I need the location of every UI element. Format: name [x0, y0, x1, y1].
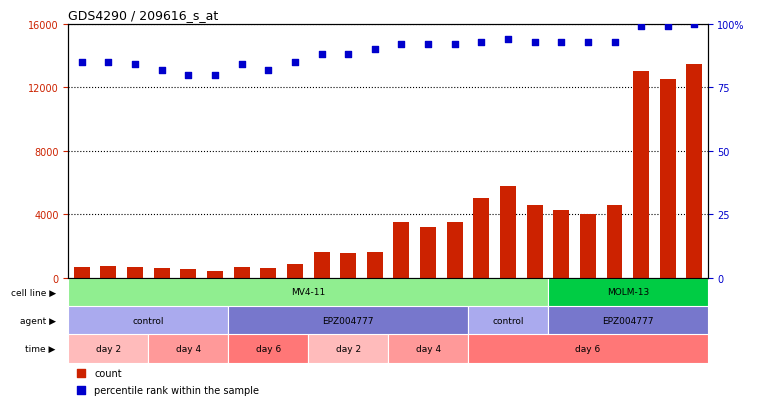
Bar: [420, 228, 436, 278]
Bar: [447, 223, 463, 278]
Bar: [548, 306, 708, 335]
Point: [502, 37, 514, 43]
Bar: [68, 335, 148, 363]
Text: day 2: day 2: [336, 344, 361, 353]
Point: [342, 52, 354, 59]
Text: day 4: day 4: [176, 344, 201, 353]
Bar: [180, 270, 196, 278]
Text: EPZ004777: EPZ004777: [323, 316, 374, 325]
Point: [236, 62, 248, 69]
Point: [155, 67, 167, 74]
Bar: [660, 80, 676, 278]
Bar: [100, 266, 116, 278]
Bar: [607, 205, 622, 278]
Bar: [260, 268, 276, 278]
Bar: [388, 278, 415, 349]
Text: agent ▶: agent ▶: [20, 316, 56, 325]
Text: control: control: [132, 316, 164, 325]
Point: [396, 42, 408, 48]
Bar: [367, 253, 383, 278]
Bar: [314, 253, 330, 278]
Bar: [282, 278, 308, 349]
Text: day 6: day 6: [575, 344, 600, 353]
Bar: [654, 278, 681, 349]
Text: day 4: day 4: [416, 344, 441, 353]
Bar: [601, 278, 628, 349]
Point: [262, 67, 274, 74]
Bar: [74, 267, 90, 278]
Bar: [127, 267, 143, 278]
Point: [315, 52, 327, 59]
Bar: [68, 278, 95, 349]
Point: [608, 39, 620, 46]
Point: [635, 24, 647, 31]
Text: day 6: day 6: [256, 344, 281, 353]
Bar: [527, 205, 543, 278]
Bar: [154, 268, 170, 278]
Bar: [441, 278, 468, 349]
Bar: [500, 186, 516, 278]
Text: count: count: [94, 368, 122, 378]
Point: [75, 370, 88, 376]
Bar: [686, 64, 702, 278]
Bar: [633, 72, 649, 278]
Bar: [553, 210, 569, 278]
Bar: [308, 335, 388, 363]
Text: MOLM-13: MOLM-13: [607, 288, 649, 297]
Point: [209, 72, 221, 79]
Text: time ▶: time ▶: [25, 344, 56, 353]
Bar: [228, 278, 255, 349]
Point: [555, 39, 567, 46]
Text: cell line ▶: cell line ▶: [11, 288, 56, 297]
Point: [129, 62, 142, 69]
Bar: [580, 215, 596, 278]
Bar: [473, 199, 489, 278]
Bar: [335, 278, 361, 349]
Text: percentile rank within the sample: percentile rank within the sample: [94, 385, 259, 395]
Text: EPZ004777: EPZ004777: [602, 316, 654, 325]
Bar: [388, 335, 468, 363]
Bar: [148, 335, 228, 363]
Point: [528, 39, 540, 46]
Point: [289, 59, 301, 66]
Text: day 2: day 2: [96, 344, 121, 353]
Bar: [122, 278, 148, 349]
Bar: [287, 264, 303, 278]
Point: [102, 59, 114, 66]
Point: [368, 47, 380, 53]
Point: [182, 72, 194, 79]
Point: [449, 42, 461, 48]
Point: [475, 39, 487, 46]
Point: [688, 21, 700, 28]
Bar: [548, 278, 708, 306]
Bar: [175, 278, 202, 349]
Text: MV4-11: MV4-11: [291, 288, 326, 297]
Bar: [68, 278, 548, 306]
Point: [422, 42, 434, 48]
Bar: [468, 335, 708, 363]
Bar: [68, 306, 228, 335]
Point: [75, 387, 88, 393]
Bar: [340, 254, 356, 278]
Bar: [548, 278, 575, 349]
Bar: [228, 335, 308, 363]
Text: GDS4290 / 209616_s_at: GDS4290 / 209616_s_at: [68, 9, 218, 22]
Bar: [393, 223, 409, 278]
Bar: [495, 278, 521, 349]
Point: [75, 59, 88, 66]
Point: [581, 39, 594, 46]
Bar: [468, 306, 548, 335]
Point: [661, 24, 674, 31]
Bar: [228, 306, 468, 335]
Bar: [234, 267, 250, 278]
Text: control: control: [492, 316, 524, 325]
Bar: [207, 271, 223, 278]
